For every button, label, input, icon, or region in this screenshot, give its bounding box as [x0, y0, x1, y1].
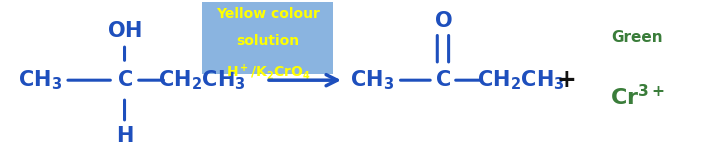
Text: solution: solution	[236, 34, 299, 48]
Text: $\mathbf{Cr^{3+}}$: $\mathbf{Cr^{3+}}$	[610, 84, 665, 109]
Text: $\mathbf{C}$: $\mathbf{C}$	[116, 70, 133, 90]
Text: $\mathbf{CH_2CH_3}$: $\mathbf{CH_2CH_3}$	[477, 68, 564, 92]
Text: Yellow colour: Yellow colour	[216, 7, 320, 21]
Text: Green: Green	[612, 30, 664, 45]
Text: $\mathbf{CH_3}$: $\mathbf{CH_3}$	[18, 68, 62, 92]
Text: $\mathbf{C}$: $\mathbf{C}$	[435, 70, 451, 90]
Text: $\mathbf{H^+ / K_2CrO_4}$: $\mathbf{H^+ / K_2CrO_4}$	[225, 62, 310, 82]
Text: $\mathbf{OH}$: $\mathbf{OH}$	[107, 21, 142, 41]
Text: $\mathbf{H}$: $\mathbf{H}$	[116, 126, 133, 146]
Text: $\mathbf{O}$: $\mathbf{O}$	[434, 11, 452, 31]
Text: $\mathbf{CH_3}$: $\mathbf{CH_3}$	[350, 68, 394, 92]
Text: +: +	[557, 68, 576, 92]
Text: $\mathbf{CH_2CH_3}$: $\mathbf{CH_2CH_3}$	[159, 68, 246, 92]
FancyBboxPatch shape	[202, 2, 333, 73]
